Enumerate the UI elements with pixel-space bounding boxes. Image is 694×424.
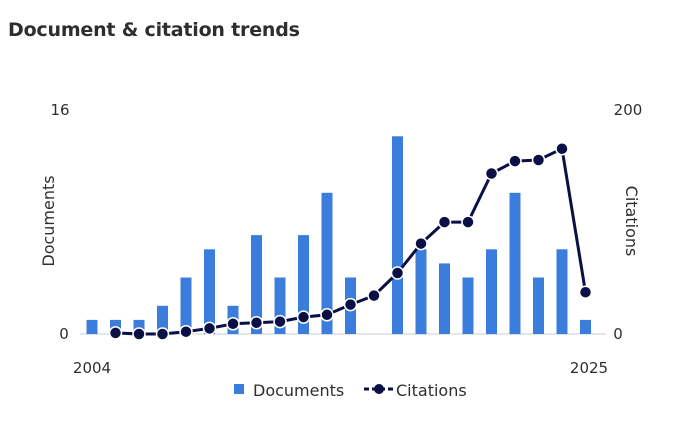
legend-citations-marker [374, 384, 384, 394]
x-tick-last: 2025 [570, 359, 608, 377]
citations-point-2018 [414, 236, 428, 251]
y-right-tick-max: 200 [614, 101, 643, 119]
citations-point-2013 [296, 310, 311, 324]
citations-point-2008 [179, 324, 193, 339]
citations-point-2020 [461, 215, 475, 229]
citations-point-2017 [390, 266, 405, 280]
documents-bar-2018 [415, 249, 427, 335]
x-tick-first: 2004 [73, 359, 111, 377]
y-left-axis-title: Documents [39, 175, 58, 266]
documents-bar-2017 [392, 136, 403, 335]
citations-point-2021 [484, 166, 499, 181]
citations-point-2005 [108, 326, 123, 340]
documents-bar-2006 [133, 319, 145, 334]
citations-point-2007 [155, 327, 170, 341]
citations-point-2012 [273, 314, 287, 329]
y-right-tick-min: 0 [613, 325, 623, 343]
legend-documents-swatch [234, 384, 244, 394]
citations-point-2014 [320, 308, 334, 322]
y-left-tick-max: 16 [50, 101, 69, 119]
citations-point-2015 [343, 297, 358, 312]
documents-bar-2004 [86, 319, 98, 334]
documents-bar-2021 [486, 249, 497, 335]
documents-bar-2007 [157, 305, 168, 335]
legend-citations-label: Citations [396, 381, 467, 400]
citations-point-2024 [555, 141, 569, 156]
documents-bar-2025 [580, 319, 591, 334]
documents-bar-2024 [556, 249, 568, 335]
documents-bar-2014 [321, 192, 333, 335]
legend: Documents Citations [234, 381, 467, 400]
documents-bar-2019 [439, 263, 450, 334]
citations-point-2011 [249, 315, 264, 330]
citations-point-2019 [437, 215, 452, 229]
documents-bar-2011 [251, 235, 262, 334]
legend-documents-label: Documents [253, 381, 344, 400]
documents-bar-2022 [509, 192, 521, 335]
documents-bar-2013 [298, 235, 309, 334]
citations-point-2006 [132, 327, 146, 341]
citations-point-2010 [226, 317, 240, 331]
y-left-tick-min: 0 [59, 325, 69, 343]
citations-point-2023 [531, 153, 546, 167]
documents-bar-2009 [204, 249, 215, 335]
documents-bar-2008 [180, 277, 192, 334]
citations-point-2009 [202, 321, 217, 336]
documents-bar-2023 [533, 277, 544, 334]
citations-point-2022 [508, 154, 522, 168]
y-right-axis-title: Citations [622, 186, 641, 257]
line-layer [108, 141, 593, 341]
documents-bar-2012 [274, 277, 286, 334]
chart-title: Document & citation trends [8, 19, 300, 41]
citations-point-2016 [367, 288, 381, 303]
documents-bar-2020 [462, 277, 474, 334]
citations-point-2025 [578, 285, 593, 299]
